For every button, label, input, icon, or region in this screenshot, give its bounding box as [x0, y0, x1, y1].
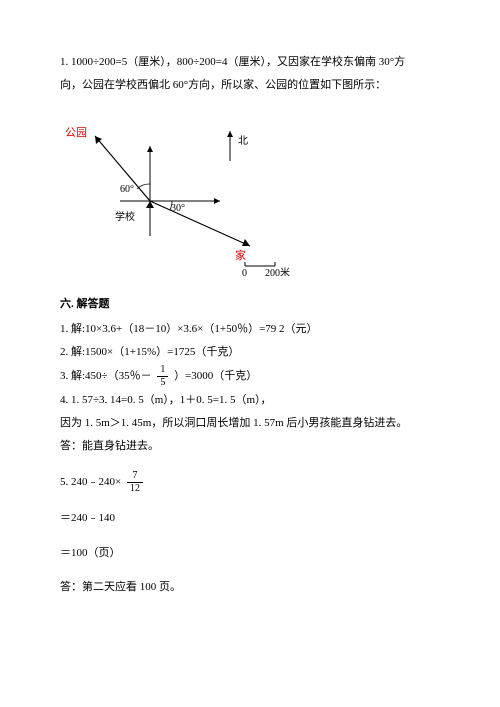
answer-5d: 答：第二天应看 100 页。	[60, 577, 440, 598]
school-label: 学校	[115, 210, 135, 223]
answer-5b: ＝240﹣140	[60, 508, 440, 529]
answer-4a: 4. 1. 57÷3. 14=0. 5（m），1＋0. 5=1. 5（m），	[60, 390, 440, 411]
answer-2: 2. 解:1500×（1+15%）=1725（千克）	[60, 342, 440, 363]
answer-5c: ＝100（页）	[60, 543, 440, 564]
angle-30: 30°	[171, 203, 185, 214]
answer-3: 3. 解:450÷（35％－ 15 ）=3000（千克）	[60, 365, 440, 388]
intro-line-2: 向，公园在学校西偏北 60°方向，所以家、公园的位置如下图所示：	[60, 75, 440, 96]
fraction-1-5: 15	[157, 365, 168, 388]
intro-line-1: 1. 1000÷200=5（厘米），800÷200=4（厘米），又因家在学校东偏…	[60, 52, 440, 73]
angle-60: 60°	[120, 184, 134, 195]
fraction-7-12: 712	[127, 471, 143, 494]
answer-5a: 5. 240﹣240× 712	[60, 471, 440, 494]
scale-0: 0	[242, 268, 247, 276]
scale-200: 200米	[265, 266, 290, 276]
answer-4b: 因为 1. 5m＞1. 45m，所以洞口周长增加 1. 57m 后小男孩能直身钻…	[60, 413, 440, 434]
answer-4c: 答：能直身钻进去。	[60, 436, 440, 457]
a3-text-b: ）=3000（千克）	[174, 370, 257, 382]
a5-text-a: 5. 240﹣240×	[60, 476, 124, 488]
answer-1: 1. 解:10×3.6+（18－10）×3.6×（1+50％）=79 2（元）	[60, 319, 440, 340]
location-diagram: 北 公园 家 60° 30° 学校 0 200米	[60, 106, 300, 276]
home-label: 家	[235, 248, 246, 262]
park-label: 公园	[65, 126, 87, 139]
section-6-title: 六. 解答题	[60, 291, 440, 317]
north-label: 北	[238, 135, 248, 147]
a3-text-a: 3. 解:450÷（35％－	[60, 370, 154, 382]
